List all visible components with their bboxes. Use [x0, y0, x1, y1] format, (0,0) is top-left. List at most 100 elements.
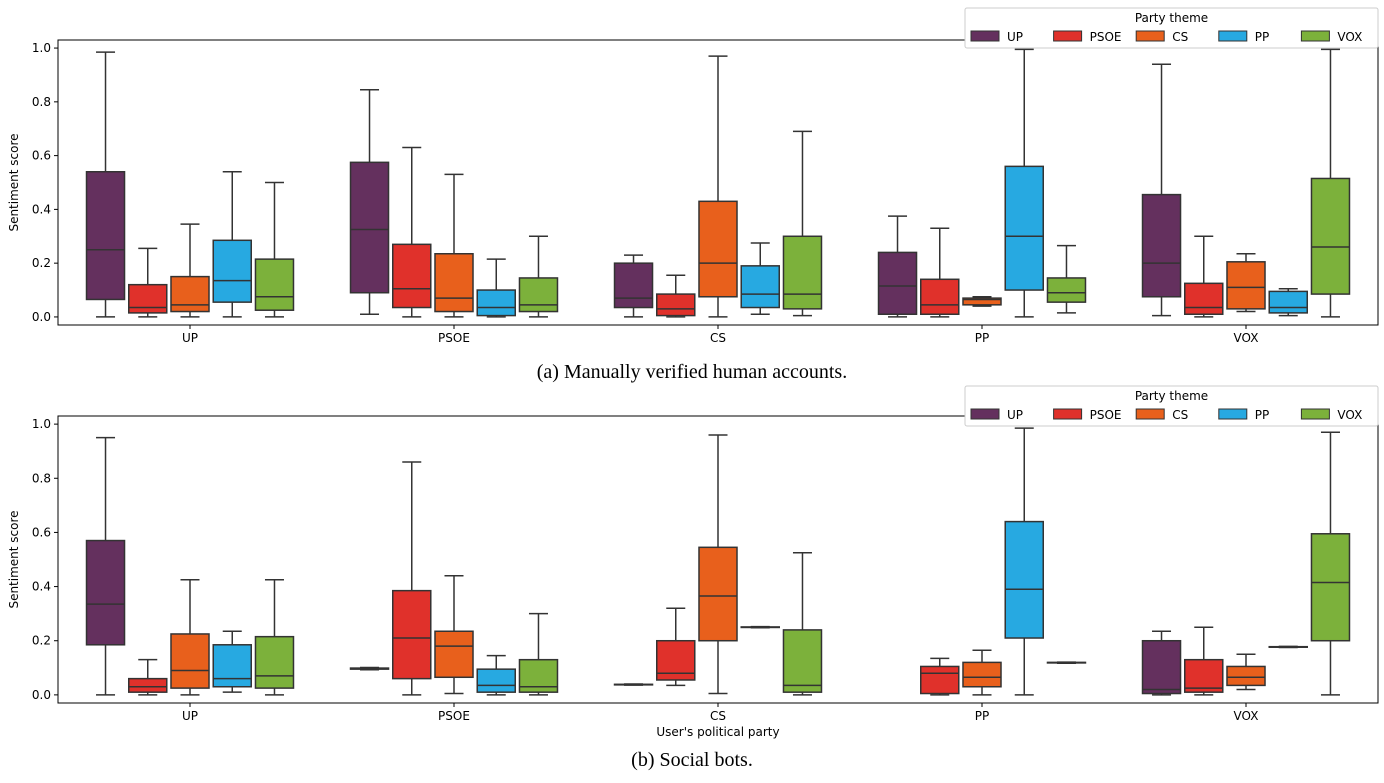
- box-psoe-pp: [476, 258, 516, 318]
- legend-label-cs: CS: [1172, 30, 1188, 44]
- legend-swatch-psoe: [1053, 408, 1083, 420]
- box-iqr: [392, 589, 432, 680]
- box-psoe-up: [349, 88, 390, 315]
- box-cs-vox: [782, 551, 823, 696]
- x-tick-label: PP: [975, 331, 989, 345]
- box-iqr: [920, 278, 960, 315]
- box-psoe-pp: [476, 654, 516, 696]
- box-iqr: [212, 239, 252, 303]
- legend: Party theme UP PSOE CS PP VOX: [964, 7, 1379, 49]
- box-pp-psoe: [920, 227, 960, 318]
- box-iqr: [1141, 639, 1182, 695]
- box-iqr: [518, 277, 559, 313]
- box-iqr: [1226, 665, 1266, 687]
- y-tick-label: 0.8: [32, 471, 51, 485]
- box-iqr: [920, 665, 960, 695]
- x-tick-label: CS: [710, 709, 726, 723]
- y-tick-label: 0.2: [32, 634, 51, 648]
- box-iqr: [698, 546, 738, 642]
- box-up-pp: [212, 630, 252, 693]
- box-pp-pp: [1004, 427, 1044, 696]
- box-psoe-psoe: [392, 146, 432, 318]
- legend-label-psoe: PSOE: [1090, 408, 1122, 422]
- legend-label-psoe: PSOE: [1090, 30, 1122, 44]
- box-iqr: [1004, 520, 1044, 639]
- box-pp-cs: [962, 649, 1002, 696]
- box-iqr: [656, 293, 696, 317]
- box-up-vox: [254, 579, 295, 696]
- box-iqr: [170, 633, 210, 689]
- box-pp-vox: [1046, 244, 1087, 314]
- y-tick-label: 1.0: [32, 41, 51, 55]
- caption-a: (a) Manually verified human accounts.: [536, 361, 848, 383]
- x-tick-label: PSOE: [438, 709, 470, 723]
- y-tick-label: 1.0: [32, 417, 51, 431]
- box-cs-pp: [740, 242, 780, 315]
- box-vox-psoe: [1184, 626, 1224, 696]
- x-tick-label: UP: [182, 709, 198, 723]
- box-pp-up: [877, 215, 918, 318]
- box-iqr: [1184, 658, 1224, 693]
- x-tick-label: VOX: [1234, 709, 1259, 723]
- legend-swatch-cs: [1135, 30, 1165, 42]
- y-tick-label: 0.6: [32, 525, 51, 539]
- box-up-cs: [170, 579, 210, 696]
- y-axis-label: Sentiment score: [7, 133, 21, 231]
- legend-label-pp: PP: [1255, 30, 1269, 44]
- box-iqr: [476, 668, 516, 693]
- box-iqr: [128, 283, 168, 314]
- box-iqr: [476, 289, 516, 317]
- legend-swatch-pp: [1218, 30, 1248, 42]
- legend-label-up: UP: [1007, 408, 1023, 422]
- box-iqr: [170, 275, 210, 313]
- box-psoe-up: [349, 666, 390, 671]
- box-iqr: [877, 251, 918, 315]
- x-axis-label: User's political party: [656, 725, 779, 739]
- y-tick-label: 0.8: [32, 95, 51, 109]
- box-iqr: [1046, 277, 1087, 303]
- box-cs-psoe: [656, 274, 696, 318]
- box-iqr: [740, 265, 780, 309]
- box-up-up: [85, 436, 126, 696]
- legend-swatch-vox: [1300, 30, 1330, 42]
- y-tick-label: 0.4: [32, 202, 51, 216]
- box-up-psoe: [128, 658, 168, 696]
- legend-title: Party theme: [1135, 11, 1208, 25]
- legend-label-vox: VOX: [1337, 408, 1362, 422]
- box-iqr: [392, 243, 432, 309]
- x-tick-label: PSOE: [438, 331, 470, 345]
- box-cs-cs: [698, 55, 738, 318]
- box-iqr: [434, 253, 474, 313]
- box-iqr: [434, 630, 474, 679]
- caption-b: (b) Social bots.: [631, 749, 753, 771]
- box-up-cs: [170, 223, 210, 318]
- box-iqr: [1184, 282, 1224, 315]
- box-vox-vox: [1310, 431, 1351, 696]
- box-up-pp: [212, 170, 252, 318]
- box-vox-up: [1141, 63, 1182, 317]
- box-cs-up: [613, 683, 654, 686]
- box-psoe-vox: [518, 612, 559, 696]
- x-tick-label: CS: [710, 331, 726, 345]
- box-cs-vox: [782, 130, 823, 317]
- box-cs-pp: [740, 625, 780, 629]
- box-iqr: [698, 200, 738, 298]
- legend-label-pp: PP: [1255, 408, 1269, 422]
- legend-swatch-psoe: [1053, 30, 1083, 42]
- legend-label-vox: VOX: [1337, 30, 1362, 44]
- box-pp-psoe: [920, 657, 960, 696]
- box-cs-psoe: [656, 607, 696, 687]
- y-tick-label: 0.6: [32, 149, 51, 163]
- box-iqr: [212, 644, 252, 688]
- box-up-up: [85, 51, 126, 318]
- y-tick-label: 0.0: [32, 688, 51, 702]
- box-iqr: [349, 161, 390, 294]
- chart-panel-b: 0.0 0.2 0.4 0.6 0.8 1.0 Sentiment score UP PSOE C…: [7, 385, 1379, 739]
- legend-swatch-up: [970, 408, 1000, 420]
- box-cs-cs: [698, 434, 738, 695]
- box-up-psoe: [128, 247, 168, 318]
- box-psoe-psoe: [392, 461, 432, 696]
- box-vox-cs: [1226, 253, 1266, 313]
- legend: Party theme UP PSOE CS PP VOX: [964, 385, 1379, 427]
- x-tick-label: PP: [975, 709, 989, 723]
